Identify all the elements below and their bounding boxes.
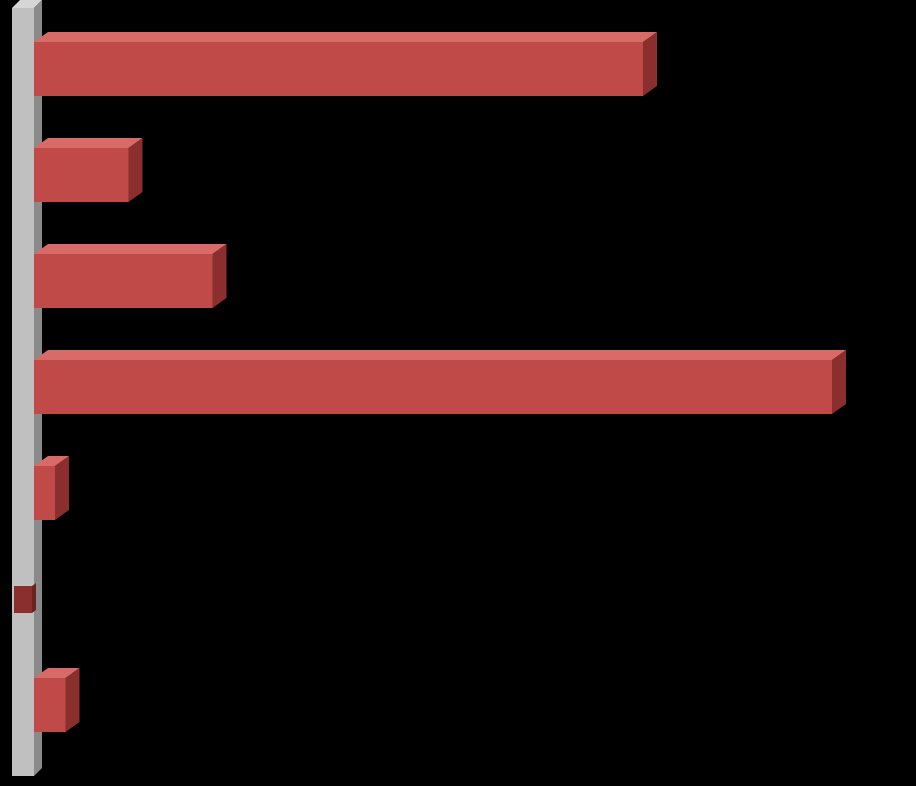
bar-top-3: [34, 350, 846, 360]
bar-front-0: [34, 42, 643, 96]
bar-front-4: [34, 466, 55, 520]
bar-front-6: [34, 678, 66, 732]
bar-top-1: [34, 138, 143, 148]
bar-end-4: [55, 456, 69, 520]
bar-top-2: [34, 244, 227, 254]
bar-end-3: [832, 350, 846, 414]
bar-end-0: [643, 32, 657, 96]
bar-zero-cap-5: [32, 583, 36, 613]
bar-front-2: [34, 254, 213, 308]
horizontal-bar-chart: [0, 0, 916, 786]
bar-front-1: [34, 148, 129, 202]
bar-front-3: [34, 360, 832, 414]
bar-end-2: [213, 244, 227, 308]
bar-zero-slot-5: [14, 586, 32, 613]
bar-top-0: [34, 32, 657, 42]
bar-end-6: [66, 668, 80, 732]
bar-end-1: [129, 138, 143, 202]
axis-front-face: [12, 8, 34, 776]
